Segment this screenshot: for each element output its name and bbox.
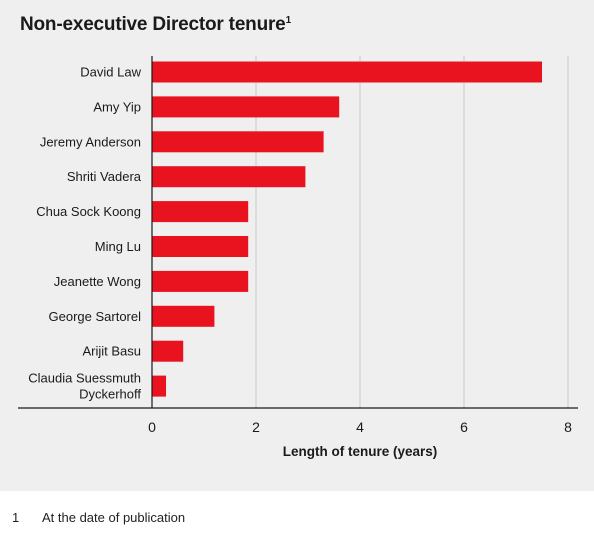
x-tick-label-3: 6	[460, 419, 468, 435]
bar-3	[152, 166, 306, 188]
category-label-4: Chua Sock Koong	[36, 204, 141, 219]
category-label-5: Ming Lu	[95, 239, 141, 254]
footnote-text: At the date of publication	[42, 510, 186, 525]
bar-8	[152, 340, 184, 362]
footnote-marker: 1	[12, 510, 20, 525]
bar-5	[152, 236, 249, 257]
category-label-6: Jeanette Wong	[54, 274, 141, 289]
category-label-9: Claudia Suessmuth Dyckerhoff	[28, 371, 141, 402]
chart-panel: Non-executive Director tenure1 David Law…	[0, 0, 594, 491]
x-tick-label-4: 8	[564, 419, 572, 435]
bar-2	[152, 131, 324, 153]
bar-6	[152, 270, 249, 292]
bar-9	[152, 375, 167, 397]
bar-chart: David Law Amy Yip Jeremy Anderson Shriti Va…	[18, 56, 578, 459]
category-label-1: Amy Yip	[93, 99, 141, 114]
bar-1	[152, 96, 340, 118]
footnote: 1 At the date of publication	[12, 510, 185, 525]
x-tick-label-0: 0	[148, 419, 156, 435]
chart-title: Non-executive Director tenure1	[20, 14, 291, 36]
category-label-7: George Sartorel	[49, 309, 142, 324]
x-axis-title: Length of tenure (years)	[283, 444, 438, 459]
chart-title-text: Non-executive Director tenure	[20, 14, 286, 35]
category-label-0: David Law	[80, 65, 141, 80]
bar-7	[152, 305, 215, 327]
x-tick-label-2: 4	[356, 419, 364, 435]
bar-0	[152, 61, 542, 83]
x-tick-label-1: 2	[252, 419, 260, 435]
bar-4	[152, 201, 249, 223]
category-label-8: Arijit Basu	[82, 344, 141, 359]
title-footnote-marker: 1	[285, 15, 292, 26]
category-label-3: Shriti Vadera	[67, 169, 142, 184]
category-label-2: Jeremy Anderson	[40, 134, 141, 149]
